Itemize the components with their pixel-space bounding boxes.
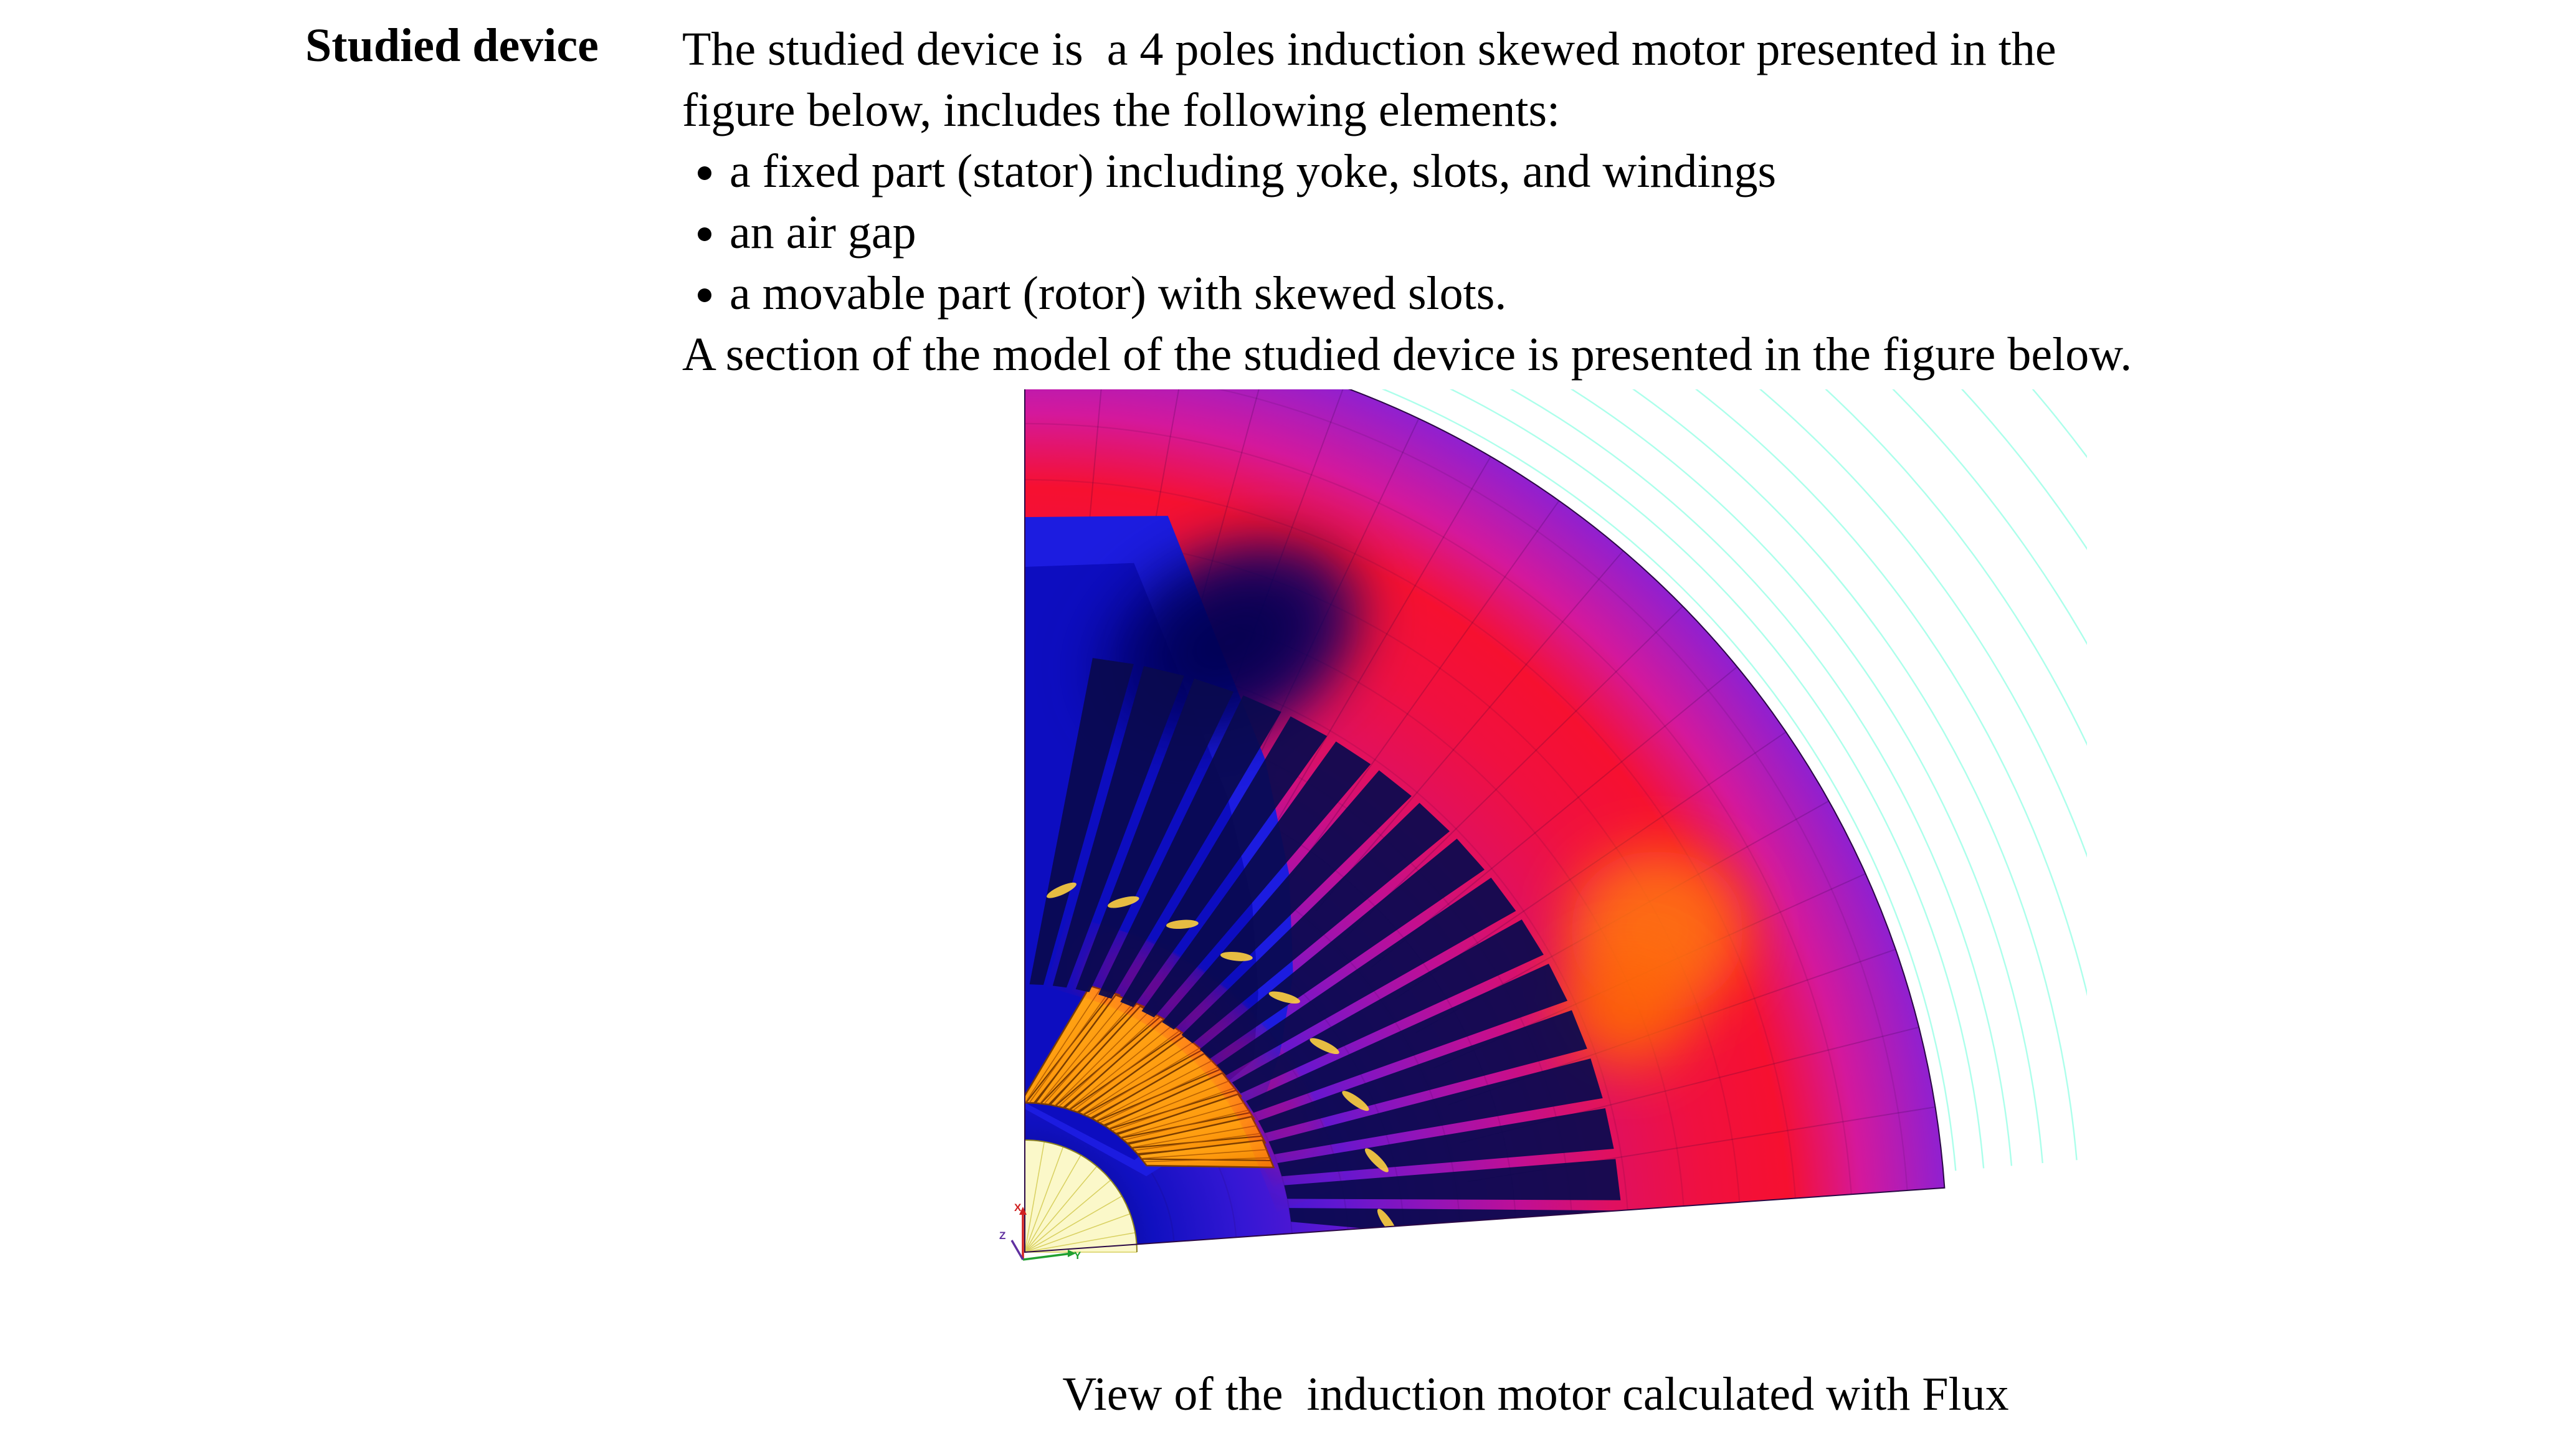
svg-text:Y: Y [1074,1250,1081,1261]
svg-text:X: X [1014,1202,1022,1214]
svg-text:Z: Z [999,1230,1005,1242]
